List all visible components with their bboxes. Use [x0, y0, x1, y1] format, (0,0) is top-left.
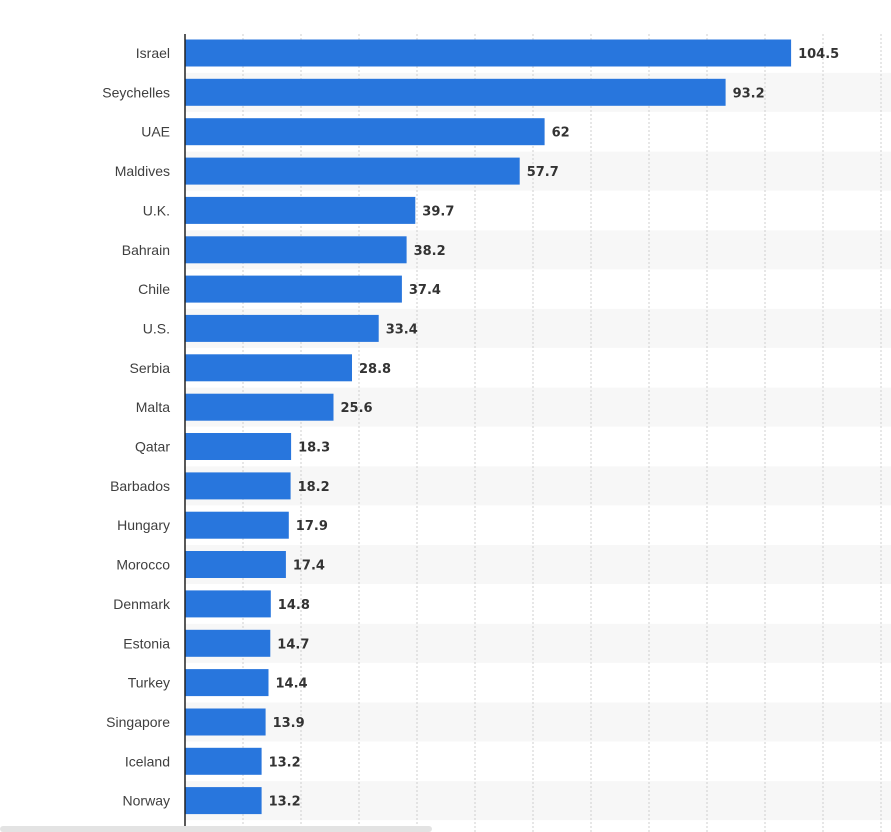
bar[interactable]: [185, 472, 291, 500]
bar[interactable]: [185, 196, 416, 224]
category-label: Serbia: [130, 360, 171, 376]
bar[interactable]: [185, 708, 266, 736]
category-label: U.S.: [143, 320, 170, 336]
bar[interactable]: [185, 590, 271, 618]
category-label: Norway: [123, 793, 170, 809]
value-label: 13.2: [269, 795, 301, 810]
category-labels: Israel Seychelles UAE Maldives U.K. Bahrain Ch…: [102, 45, 171, 809]
value-label: 18.3: [298, 441, 330, 456]
value-label: 38.2: [414, 244, 446, 259]
bar[interactable]: [185, 157, 520, 185]
category-label: UAE: [141, 124, 170, 140]
horizontal-scrollbar[interactable]: [0, 826, 432, 832]
bar[interactable]: [185, 275, 402, 303]
category-label: Hungary: [117, 517, 170, 533]
category-label: Singapore: [106, 714, 170, 730]
category-label: Turkey: [128, 675, 170, 691]
bar[interactable]: [185, 433, 292, 460]
value-label: 104.5: [798, 47, 839, 62]
value-label: 17.9: [296, 519, 328, 534]
category-label: Denmark: [113, 596, 171, 612]
value-label: 57.7: [527, 165, 559, 180]
value-label: 39.7: [422, 204, 454, 219]
category-label: Morocco: [116, 557, 170, 573]
bar[interactable]: [185, 511, 289, 539]
value-label: 28.8: [359, 362, 391, 377]
category-label: Chile: [138, 281, 170, 297]
value-label: 17.4: [293, 559, 325, 574]
value-label: 93.2: [733, 86, 765, 101]
category-label: Seychelles: [102, 84, 170, 100]
bar[interactable]: [185, 669, 269, 697]
bar[interactable]: [185, 314, 379, 342]
value-label: 14.4: [276, 677, 308, 692]
bar[interactable]: [185, 747, 262, 775]
value-label: 13.2: [269, 755, 301, 770]
bar[interactable]: [185, 236, 407, 264]
value-label: 18.2: [298, 480, 330, 495]
bar[interactable]: [185, 787, 262, 815]
category-label: Barbados: [110, 478, 170, 494]
category-label: Bahrain: [122, 242, 170, 258]
bar[interactable]: [185, 551, 286, 578]
category-label: Qatar: [135, 439, 170, 455]
value-label: 25.6: [341, 401, 373, 416]
category-label: Estonia: [123, 635, 170, 651]
row-stripe: [185, 702, 891, 742]
category-label: Maldives: [115, 163, 170, 179]
value-label: 62: [552, 126, 570, 141]
category-label: Israel: [136, 45, 170, 61]
value-label: 14.8: [278, 598, 310, 613]
row-stripe: [185, 781, 891, 821]
bar[interactable]: [185, 393, 334, 421]
bar[interactable]: [185, 39, 792, 67]
category-label: U.K.: [143, 202, 170, 218]
bar[interactable]: [185, 354, 352, 382]
value-labels: 104.5 93.2 62 57.7 39.7 38.2 37.4 33.4 28.8 25.6 1…: [269, 47, 840, 810]
value-label: 13.9: [273, 716, 305, 731]
category-label: Malta: [136, 399, 170, 415]
row-stripe: [185, 545, 891, 584]
bar[interactable]: [185, 118, 545, 146]
value-label: 37.4: [409, 283, 441, 298]
row-stripe: [185, 466, 891, 506]
value-label: 33.4: [386, 322, 418, 337]
bars: [185, 39, 792, 832]
bar[interactable]: [185, 629, 271, 657]
row-stripe: [185, 623, 891, 663]
category-label: Iceland: [125, 753, 170, 769]
bar[interactable]: [185, 78, 726, 106]
value-label: 14.7: [277, 637, 309, 652]
